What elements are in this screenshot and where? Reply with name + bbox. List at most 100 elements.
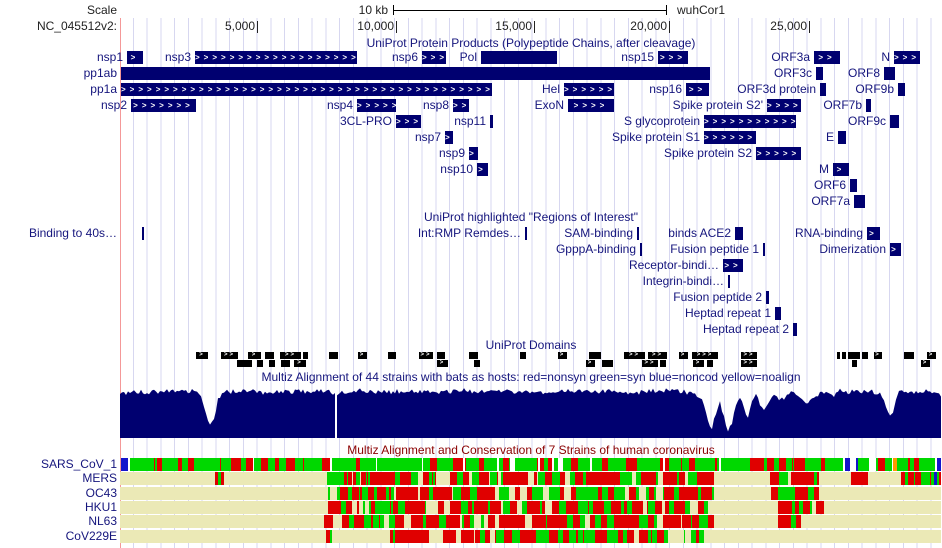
gene-label-orf8[interactable]: ORF8 [847, 66, 880, 80]
domain-feature[interactable] [660, 360, 666, 367]
gene-label-nsp9[interactable]: nsp9 [438, 146, 465, 160]
gene-feature-s-glycoprotein[interactable]: >>>>>>>>>>>> [704, 115, 796, 128]
roi-feature-sam-binding[interactable] [637, 227, 639, 240]
roi-label-sam-binding[interactable]: SAM-binding [564, 226, 633, 240]
gene-feature-nsp7[interactable]: > [445, 131, 453, 144]
gene-feature-orf9c[interactable] [890, 115, 899, 128]
domain-feature[interactable]: > [927, 352, 936, 359]
domain-feature[interactable] [265, 352, 274, 359]
strain-row-nl63[interactable] [120, 515, 942, 529]
roi-feature-integrin-bindi[interactable] [728, 275, 730, 288]
domain-feature[interactable]: > [196, 352, 208, 359]
gene-label-nsp2[interactable]: nsp2 [100, 98, 127, 112]
domain-feature[interactable]: > [437, 360, 448, 367]
roi-feature-gpppa-binding[interactable] [640, 243, 642, 256]
gene-feature-orf6[interactable] [850, 179, 857, 192]
roi-label-receptor-bindi[interactable]: Receptor-bindi… [628, 258, 719, 272]
roi-feature-int-rmp-remdes[interactable] [525, 227, 527, 240]
gene-label-orf3c[interactable]: ORF3c [773, 66, 812, 80]
domain-feature[interactable] [904, 352, 914, 359]
gene-label-orf7a[interactable]: ORF7a [811, 194, 850, 208]
strain-row-oc43[interactable] [120, 486, 942, 500]
gene-feature-pol[interactable] [481, 51, 557, 64]
gene-label-nsp15[interactable]: nsp15 [621, 50, 654, 64]
gene-label-s-glycoprotein[interactable]: S glycoprotein [623, 114, 700, 128]
gene-label-n[interactable]: N [881, 50, 890, 64]
gene-label-m[interactable]: M [819, 162, 829, 176]
gene-label-nsp3[interactable]: nsp3 [164, 50, 191, 64]
domain-feature[interactable] [852, 360, 857, 367]
gene-label-pp1ab[interactable]: pp1ab [83, 66, 117, 80]
roi-feature-heptad-repeat-2[interactable] [793, 323, 797, 336]
gene-feature-nsp1[interactable]: > [127, 51, 143, 64]
gene-feature-spike-protein-s2[interactable]: >>>>> [756, 147, 801, 160]
domain-feature[interactable] [329, 352, 338, 359]
gene-feature-nsp15[interactable]: >>> [658, 51, 688, 64]
domain-feature[interactable] [237, 360, 252, 367]
gene-feature-orf7a[interactable] [854, 195, 865, 208]
roi-feature-binding-to-40s[interactable] [142, 227, 144, 240]
gene-label-nsp6[interactable]: nsp6 [391, 50, 418, 64]
roi-label-fusion-peptide-1[interactable]: Fusion peptide 1 [670, 242, 759, 256]
roi-label-rna-binding[interactable]: RNA-binding [794, 226, 863, 240]
gene-label-orf3a[interactable]: ORF3a [771, 50, 810, 64]
domain-feature[interactable] [837, 352, 840, 359]
domain-feature[interactable] [848, 352, 860, 359]
domain-feature[interactable]: > [358, 352, 367, 359]
gene-label-spike-protein-s2[interactable]: Spike protein S2 [663, 146, 752, 160]
roi-feature-rna-binding[interactable]: > [867, 227, 880, 240]
gene-feature-n[interactable]: >>> [894, 51, 920, 64]
gene-feature-spike-protein-s2[interactable]: >>>> [767, 99, 801, 112]
gene-label-nsp10[interactable]: nsp10 [440, 162, 473, 176]
gene-label-exon[interactable]: ExoN [534, 98, 564, 112]
domain-feature[interactable] [520, 352, 526, 359]
domain-feature[interactable] [303, 352, 308, 359]
gene-label-nsp7[interactable]: nsp7 [414, 130, 441, 144]
strain-label-mers[interactable]: MERS [82, 471, 117, 486]
gene-feature-m[interactable]: > [833, 163, 849, 176]
domain-feature[interactable] [257, 360, 263, 367]
domain-feature[interactable]: > [558, 352, 567, 359]
domain-feature[interactable]: > [294, 360, 306, 367]
gene-feature-nsp2[interactable]: >>>>>>> [131, 99, 196, 112]
gene-feature-nsp9[interactable]: > [469, 147, 478, 160]
gene-label-nsp8[interactable]: nsp8 [422, 98, 449, 112]
domain-feature[interactable]: > [874, 352, 882, 359]
domain-feature[interactable]: >> [280, 352, 301, 359]
gene-feature-spike-protein-s1[interactable]: >>>>>> [704, 131, 756, 144]
domain-feature[interactable] [437, 352, 445, 359]
domain-feature[interactable] [474, 360, 480, 367]
gene-feature-orf8[interactable] [884, 67, 895, 80]
gene-label-pol[interactable]: Pol [459, 50, 477, 64]
gene-feature-orf3a[interactable]: >> [814, 51, 840, 64]
gene-feature-3cl-pro[interactable]: >>> [396, 115, 421, 128]
domain-feature[interactable]: > [693, 360, 704, 367]
domain-feature[interactable] [842, 352, 846, 359]
gene-feature-nsp6[interactable]: >>> [422, 51, 446, 64]
roi-feature-fusion-peptide-1[interactable] [763, 243, 765, 256]
gene-label-hel[interactable]: Hel [541, 82, 560, 96]
gene-label-orf3d-protein[interactable]: ORF3d protein [737, 82, 816, 96]
domain-feature[interactable] [707, 360, 713, 367]
domain-feature[interactable]: >> [642, 360, 658, 367]
strain-row-mers[interactable] [120, 472, 942, 486]
strain-row-cov229e[interactable] [120, 529, 942, 543]
gene-label-spike-protein-s2[interactable]: Spike protein S2' [672, 98, 763, 112]
domain-feature[interactable]: > [679, 352, 688, 359]
domain-feature[interactable]: >> [419, 352, 433, 359]
domain-feature[interactable] [388, 352, 396, 359]
strain-label-nl63[interactable]: NL63 [88, 514, 117, 529]
domain-feature[interactable]: >> [648, 352, 667, 359]
roi-label-gpppa-binding[interactable]: GpppA-binding [555, 242, 636, 256]
gene-feature-nsp8[interactable]: >> [453, 99, 469, 112]
strain-label-sars-cov-1[interactable]: SARS_CoV_1 [40, 457, 117, 471]
gene-label-orf6[interactable]: ORF6 [813, 178, 846, 192]
domain-feature[interactable] [281, 360, 290, 367]
gene-label-nsp4[interactable]: nsp4 [326, 98, 353, 112]
gene-feature-pp1a[interactable]: >>>>>>>>>>>>>>>>>>>>>>>>>>>>>>>>>>>>>>>>… [121, 83, 492, 96]
domain-feature[interactable] [589, 352, 601, 359]
gene-label-3cl-pro[interactable]: 3CL-PRO [339, 114, 392, 128]
strain-label-hku1[interactable]: HKU1 [84, 499, 117, 514]
gene-feature-e[interactable] [838, 131, 846, 144]
roi-label-binds-ace2[interactable]: binds ACE2 [668, 226, 731, 240]
